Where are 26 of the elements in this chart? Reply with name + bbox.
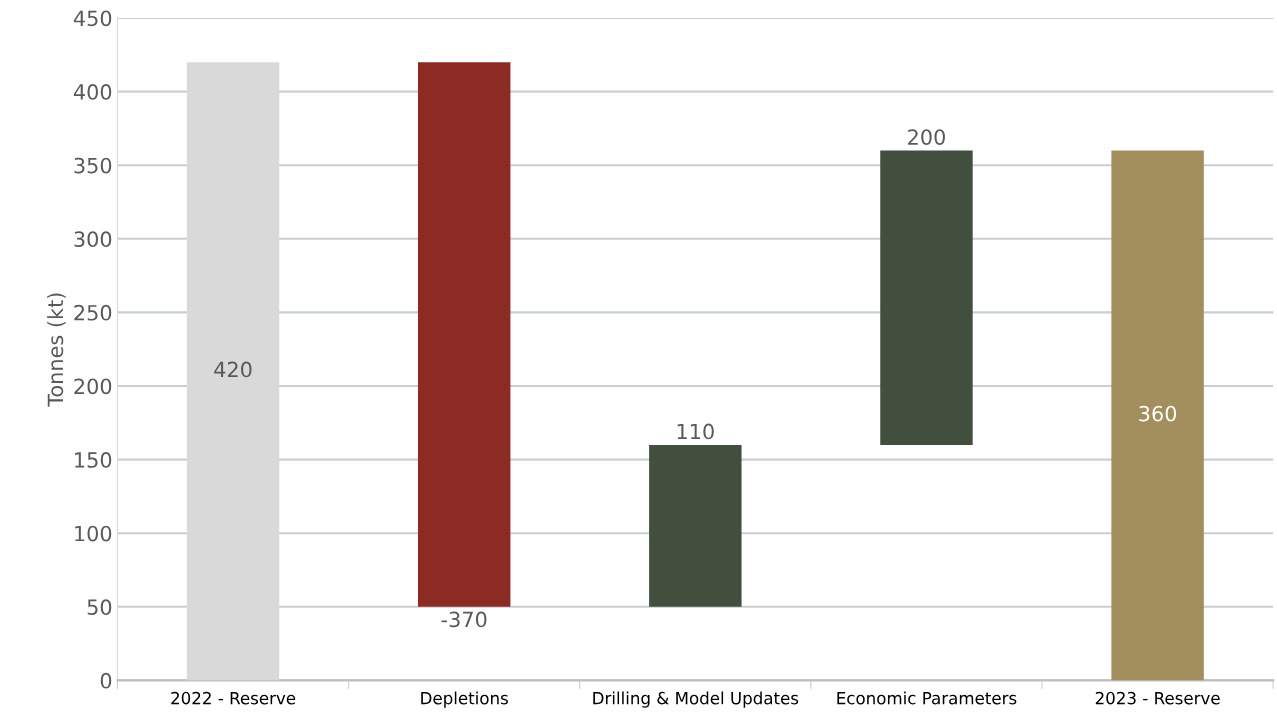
y-tick-label: 300 bbox=[74, 231, 112, 248]
x-tick-label: Economic Parameters bbox=[837, 691, 1017, 705]
data-label: 110 bbox=[677, 423, 714, 440]
x-tick-label: Depletions bbox=[421, 691, 508, 708]
y-tick-label: 350 bbox=[74, 157, 112, 174]
data-label: 200 bbox=[908, 129, 945, 145]
bar bbox=[880, 150, 973, 445]
data-label: 420 bbox=[214, 361, 252, 378]
data-label: 360 bbox=[1139, 405, 1177, 422]
y-tick-label: 200 bbox=[74, 378, 112, 395]
y-tick-label: 150 bbox=[75, 452, 112, 468]
bar bbox=[649, 444, 742, 607]
x-tick-label: 2022 - Reserve bbox=[171, 691, 296, 705]
bar bbox=[417, 62, 511, 607]
y-tick-label: 0 bbox=[100, 672, 112, 689]
data-label: -370 bbox=[441, 611, 487, 628]
x-tick-label: Drilling & Model Updates bbox=[593, 691, 799, 708]
x-tick-label: 2023 - Reserve bbox=[1095, 691, 1220, 705]
y-axis-title: Tonnes (kt) bbox=[47, 293, 66, 407]
y-tick-label: 400 bbox=[73, 84, 112, 100]
bar bbox=[1111, 150, 1204, 681]
y-tick-label: 250 bbox=[74, 304, 112, 321]
y-tick-label: 100 bbox=[75, 525, 112, 542]
y-tick-label: 50 bbox=[87, 599, 112, 616]
bar bbox=[186, 62, 280, 681]
y-tick-label: 450 bbox=[73, 10, 112, 27]
